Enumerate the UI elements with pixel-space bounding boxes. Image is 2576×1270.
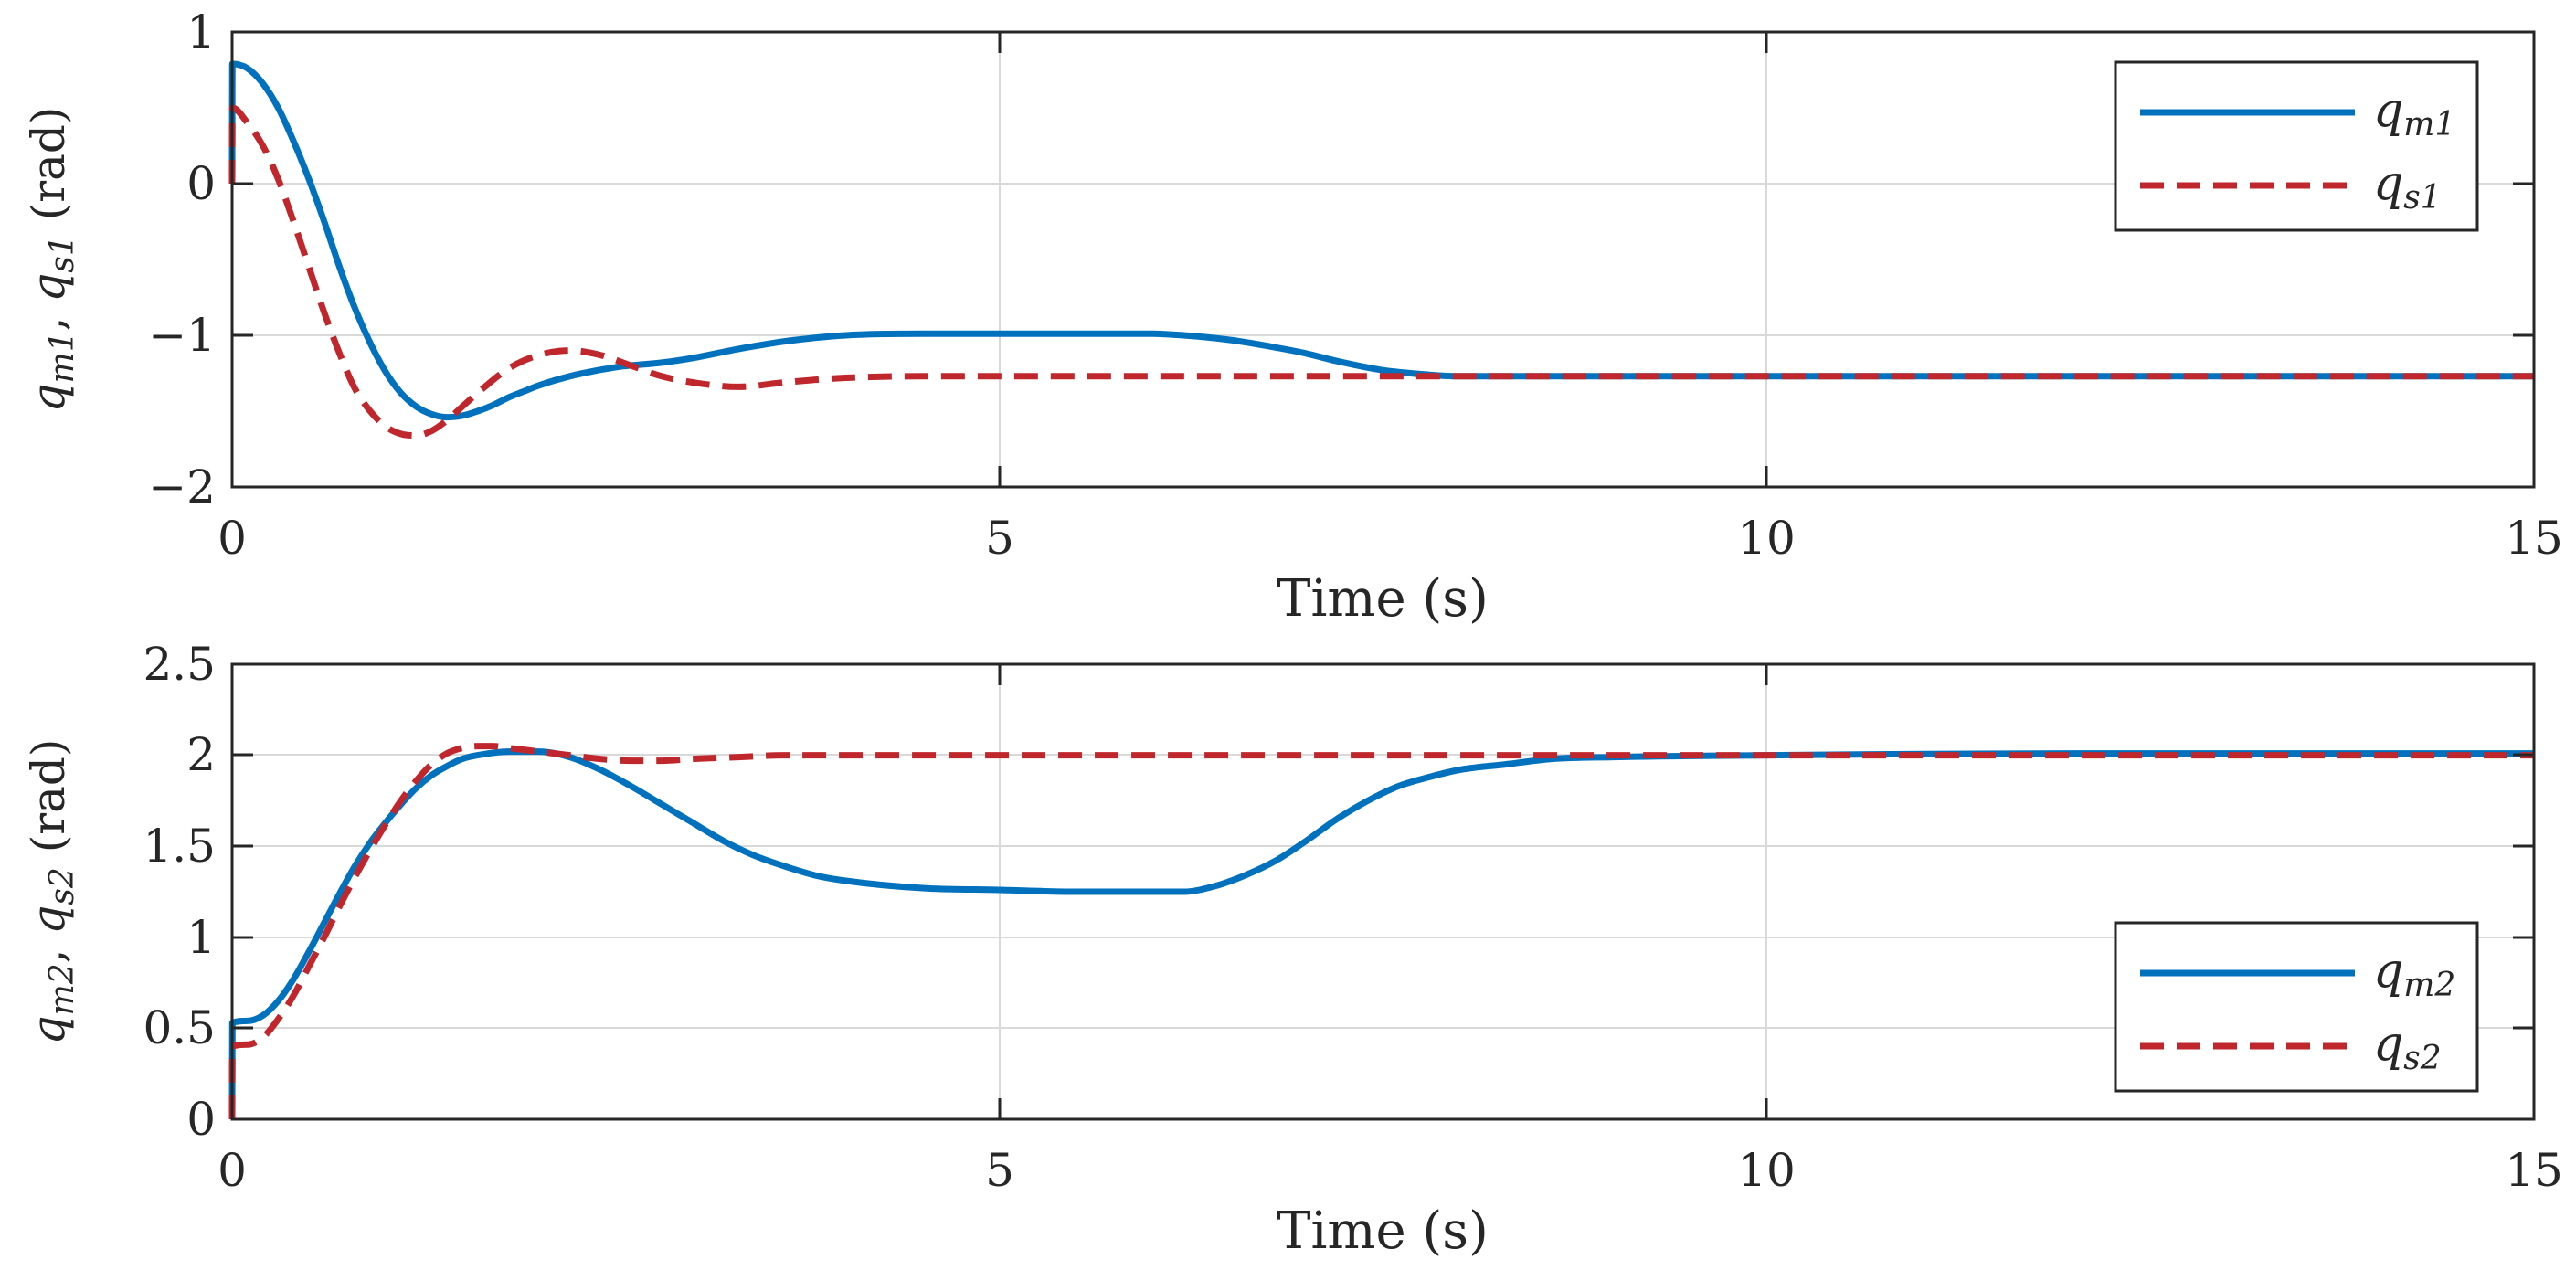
- series-q-m1: [228, 60, 2534, 421]
- ytick-label: 1.5: [143, 820, 216, 873]
- xtick-label: 15: [2505, 512, 2563, 565]
- xtick-label: 10: [1737, 1144, 1796, 1197]
- tick-marks: [232, 32, 2534, 487]
- subplot-2: 0 5 10 15 0 0.5 1 1.5 2 2.5 Time (s) qm2…: [22, 638, 2563, 1261]
- ytick-label: 2: [186, 728, 216, 781]
- y-axis-label: qm1, qs1 (rad): [22, 107, 81, 413]
- ylabel-sep: ,: [22, 935, 75, 964]
- series-q-m2: [228, 748, 2534, 1120]
- tick-marks: [232, 664, 2534, 1119]
- ylabel-unit: (rad): [22, 107, 75, 236]
- ytick-label: 1: [186, 911, 216, 964]
- subplot-1: 0 5 10 15 −2 −1 0 1 Time (s) qm1, qs1 (r…: [22, 5, 2563, 629]
- series-group: [228, 743, 2534, 1120]
- ylabel-sub1: m2: [44, 963, 81, 1015]
- ytick-label: 0.5: [143, 1001, 216, 1054]
- legend-box: [2114, 60, 2479, 232]
- x-tick-labels: 0 5 10 15: [217, 512, 2563, 565]
- ytick-label: −1: [148, 309, 216, 362]
- ylabel-unit: (rad): [22, 739, 75, 868]
- legend-label-q-s1: qs1: [2373, 156, 2442, 217]
- ylabel-sep: ,: [22, 302, 75, 332]
- ytick-label: 2.5: [143, 638, 216, 691]
- ytick-label: −2: [148, 460, 216, 513]
- series-group: [228, 60, 2534, 439]
- xtick-label: 0: [217, 512, 247, 565]
- series-q-s2: [228, 743, 2534, 1120]
- legend-label-q-m2: qm2: [2373, 944, 2455, 1004]
- legend: qm1 qs1: [2114, 60, 2479, 232]
- ylabel-sub1: m1: [44, 331, 81, 383]
- legend-label-q-m1: qm1: [2373, 83, 2455, 143]
- ylabel-var2: q: [22, 905, 75, 935]
- ylabel-var2: q: [22, 273, 75, 302]
- ylabel-var1: q: [22, 1015, 75, 1044]
- ytick-label: 0: [186, 157, 216, 210]
- xtick-label: 5: [985, 1144, 1014, 1197]
- x-axis-label: Time (s): [1277, 569, 1489, 629]
- ytick-label: 1: [186, 5, 216, 58]
- legend-box: [2114, 921, 2479, 1093]
- y-tick-labels: −2 −1 0 1: [148, 5, 216, 513]
- legend: qm2 qs2: [2114, 921, 2479, 1093]
- ylabel-sub2: s1: [44, 235, 81, 272]
- axes-box: [230, 662, 2536, 1121]
- xtick-label: 0: [217, 1144, 247, 1197]
- ytick-label: 0: [186, 1093, 216, 1146]
- xtick-label: 5: [985, 512, 1014, 565]
- ylabel-var1: q: [22, 383, 75, 412]
- y-tick-labels: 0 0.5 1 1.5 2 2.5: [143, 638, 216, 1146]
- series-q-s1: [228, 104, 2534, 439]
- axes-box: [230, 30, 2536, 489]
- y-axis-label: qm2, qs2 (rad): [22, 739, 81, 1045]
- x-tick-labels: 0 5 10 15: [217, 1144, 2563, 1197]
- legend-label-q-s2: qs2: [2373, 1017, 2442, 1077]
- xtick-label: 15: [2505, 1144, 2563, 1197]
- x-axis-label: Time (s): [1277, 1201, 1489, 1261]
- xtick-label: 10: [1737, 512, 1796, 565]
- ylabel-sub2: s2: [44, 867, 81, 905]
